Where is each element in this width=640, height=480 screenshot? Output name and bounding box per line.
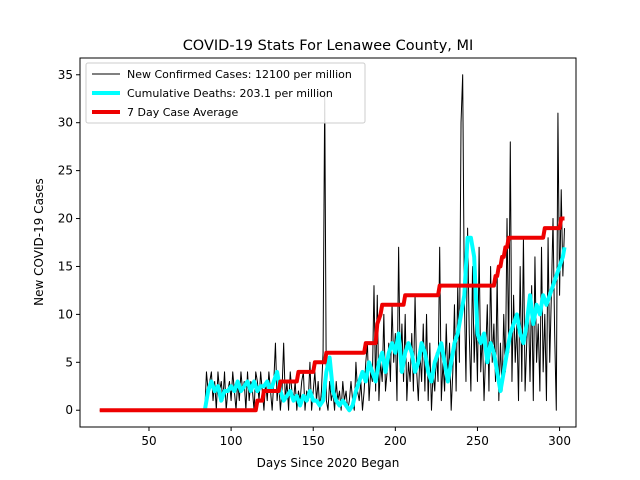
legend-box [85, 62, 366, 124]
x-tick-label: 150 [302, 434, 325, 448]
series-group [99, 74, 567, 413]
legend: New Confirmed Cases: 12100 per million Cu… [85, 62, 366, 124]
y-tick-label: 30 [58, 116, 73, 130]
legend-entry-2: Cumulative Deaths: 203.1 per million [127, 87, 333, 100]
y-tick-label: 25 [58, 164, 73, 178]
x-tick-label: 300 [548, 434, 571, 448]
legend-entry-3: 7 Day Case Average [127, 106, 239, 119]
y-tick-label: 10 [58, 307, 73, 321]
chart-title: COVID-19 Stats For Lenawee County, MI [183, 38, 474, 54]
x-tick-label: 100 [220, 434, 243, 448]
y-tick-label: 15 [58, 259, 73, 273]
series-line-2 [202, 235, 567, 413]
y-tick-label: 5 [65, 355, 73, 369]
axes-frame [79, 57, 577, 428]
x-tick-label: 250 [466, 434, 489, 448]
y-axis-label: New COVID-19 Cases [32, 178, 46, 306]
series-line-3 [99, 216, 565, 413]
series-line-1 [99, 74, 565, 411]
plot-area: 50 100 150 200 250 300 0 5 10 15 20 25 30 35 New Confi… [58, 57, 577, 448]
x-axis-label: Days Since 2020 Began [257, 456, 400, 470]
y-tick-label: 35 [58, 68, 73, 82]
y-tick-label: 0 [65, 403, 73, 417]
y-tick-label: 20 [58, 212, 73, 226]
x-tick-label: 200 [384, 434, 407, 448]
legend-entry-1: New Confirmed Cases: 12100 per million [127, 68, 352, 81]
x-tick-label: 50 [141, 434, 156, 448]
